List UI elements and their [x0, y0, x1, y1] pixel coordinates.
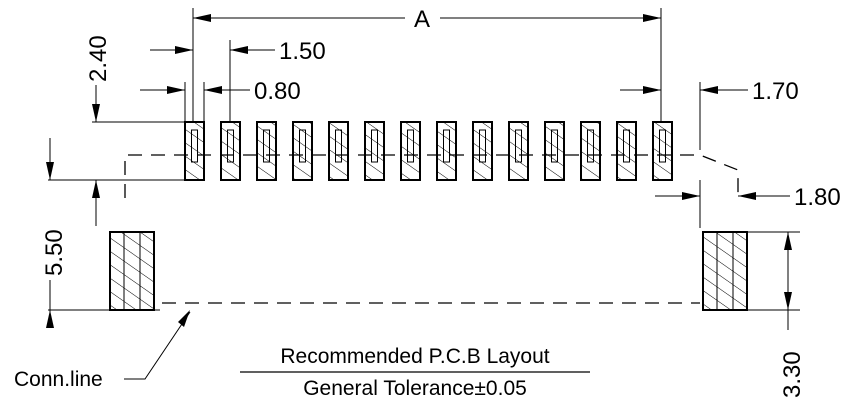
dimension-pad-height-label: 2.40: [85, 35, 112, 82]
dimension-mount-pad-height-label: 3.30: [779, 351, 806, 398]
signal-pad: [508, 121, 529, 181]
dimension-edge-offset-label: 1.70: [752, 78, 799, 105]
signal-pad: [544, 121, 565, 181]
signal-pad: [328, 121, 349, 181]
dimension-pad-width-label: 0.80: [254, 78, 301, 105]
dimension-pad-height: 2.40: [48, 35, 190, 226]
dimension-a: A: [192, 6, 662, 122]
dimension-height: 5.50: [41, 138, 160, 328]
signal-pad: [400, 121, 421, 181]
mount-pad-left: [109, 231, 155, 311]
signal-pad: [580, 121, 601, 181]
signal-pad: [292, 121, 313, 181]
dimension-height-label: 5.50: [41, 229, 68, 276]
dimension-pad-width: 0.80: [140, 78, 301, 122]
signal-pad: [472, 121, 493, 181]
conn-line-callout: Conn.line: [14, 310, 191, 391]
signal-pad: [256, 121, 277, 181]
signal-pad-inner-outline: [263, 129, 270, 163]
dimension-pitch: 1.50: [150, 38, 326, 122]
signal-pad-inner-outline: [623, 129, 630, 163]
signal-pad-inner-outline: [407, 129, 414, 163]
signal-pads: [184, 121, 673, 181]
mount-pads: [109, 231, 748, 311]
signal-pad: [652, 121, 673, 181]
signal-pad: [184, 121, 205, 181]
title-block: Recommended P.C.B Layout General Toleran…: [240, 345, 590, 400]
signal-pad-inner-outline: [515, 129, 522, 163]
signal-pad-inner-outline: [443, 129, 450, 163]
dimension-edge-offset: 1.70: [620, 78, 799, 150]
signal-pad: [616, 121, 637, 181]
signal-pad-inner-outline: [587, 129, 594, 163]
signal-pad-inner-outline: [227, 129, 234, 163]
signal-pad-inner-outline: [335, 129, 342, 163]
signal-pad: [220, 121, 241, 181]
signal-pad-inner-outline: [371, 129, 378, 163]
signal-pad-inner-outline: [479, 129, 486, 163]
dimension-mount-pad-width: 1.80: [655, 180, 841, 228]
dimension-mount-pad-width-label: 1.80: [794, 184, 841, 211]
dimension-mount-pad-height: 3.30: [747, 231, 806, 398]
dimension-pitch-label: 1.50: [279, 38, 326, 65]
signal-pad-inner-outline: [191, 129, 198, 163]
signal-pad-inner-outline: [659, 129, 666, 163]
signal-pad-inner-outline: [299, 129, 306, 163]
connector-outline: [124, 154, 739, 304]
signal-pad: [364, 121, 385, 181]
dimension-a-label: A: [414, 6, 430, 33]
mount-pad-right: [702, 231, 748, 311]
signal-pad: [436, 121, 457, 181]
conn-line-label: Conn.line: [14, 368, 103, 391]
layout-title: Recommended P.C.B Layout: [280, 345, 549, 368]
tolerance-note: General Tolerance±0.05: [303, 377, 527, 400]
signal-pad-inner-outline: [551, 129, 558, 163]
